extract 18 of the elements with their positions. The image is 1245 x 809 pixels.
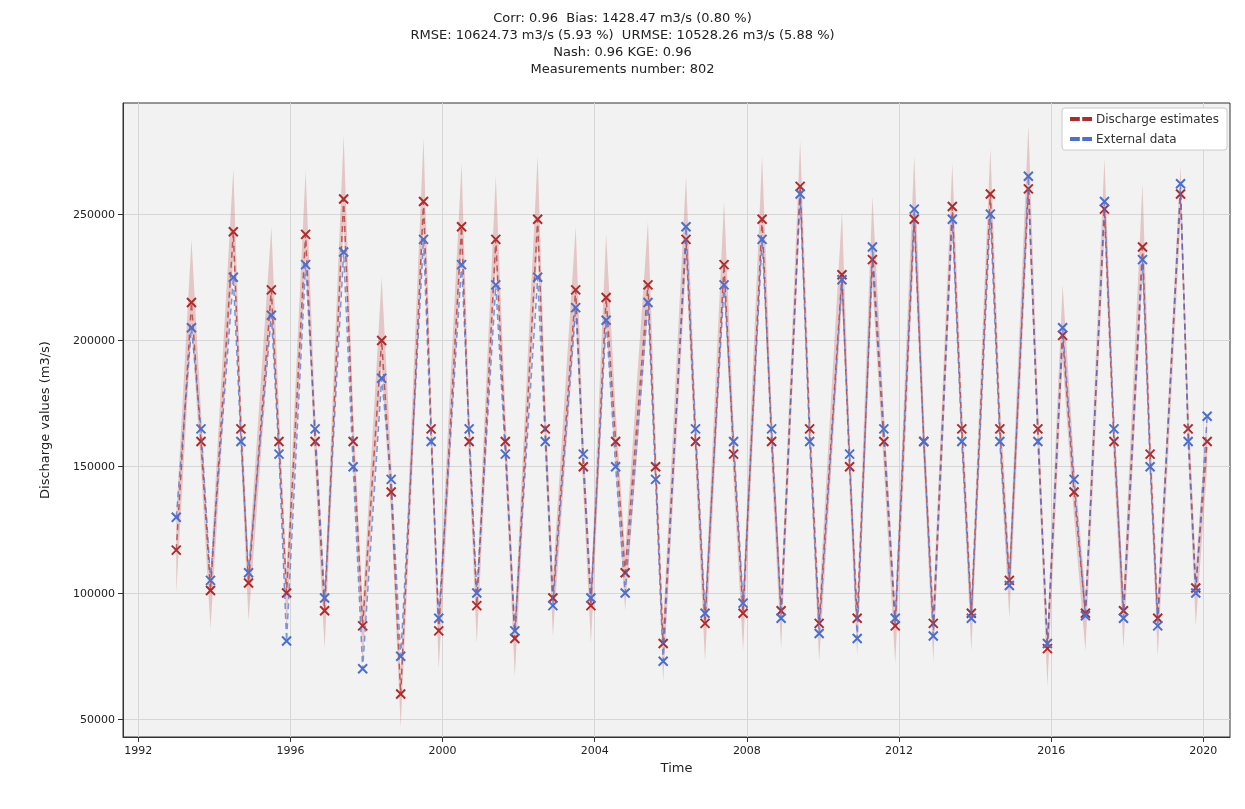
x-tick-label: 2008 xyxy=(732,744,761,757)
y-axis-title: Discharge values (m3/s) xyxy=(37,341,52,499)
y-tick-label: 200000 xyxy=(73,333,115,347)
x-tick-label: 2004 xyxy=(580,744,609,757)
x-tick-label: 2020 xyxy=(1189,744,1218,757)
x-tick-label: 2012 xyxy=(885,744,914,757)
y-tick-label: 250000 xyxy=(73,207,115,221)
x-tick-label: 1996 xyxy=(276,744,305,757)
x-tick-label: 2016 xyxy=(1037,744,1066,757)
chart-title: Corr: 0.96 Bias: 1428.47 m3/s (0.80 %) RMSE: 10624.73 m3/s (5.93 %) URMSE: 10528.26 m3/s (5.88 %) Nash: 0.96 KGE: 0.96 Measurements number: 802 xyxy=(410,10,835,76)
x-tick-label: 2000 xyxy=(428,744,457,757)
legend-label: Discharge estimates xyxy=(1096,112,1220,126)
x-tick-label: 1992 xyxy=(124,744,153,757)
x-axis-title: Time xyxy=(659,759,693,775)
y-tick-label: 150000 xyxy=(73,460,115,474)
legend-label: External data xyxy=(1096,132,1177,146)
y-tick-label: 50000 xyxy=(80,712,115,726)
y-tick-label: 100000 xyxy=(73,586,115,600)
